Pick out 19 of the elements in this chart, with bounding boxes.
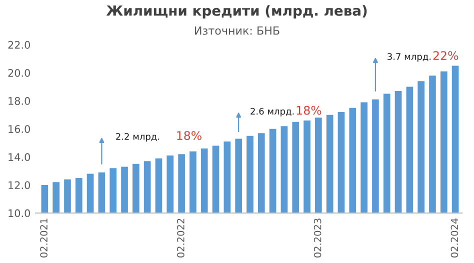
annotation: 2.6 млрд. xyxy=(250,108,294,116)
annotation: 22% xyxy=(433,51,458,60)
annotation: 18% xyxy=(296,106,322,115)
annotation: 2.2 млрд. xyxy=(116,133,160,142)
y-tick-label: 10.0 xyxy=(8,209,30,218)
y-tick-label: 20.0 xyxy=(8,68,30,77)
y-tick-label: 22.0 xyxy=(8,40,30,49)
y-tick-label: 16.0 xyxy=(8,125,30,133)
chart-subtitle: Източник: БНБ xyxy=(195,26,280,35)
annotation: 3.7 млрд. xyxy=(388,53,431,62)
x-tick-label: 02.2021 xyxy=(40,218,48,258)
y-tick-label: 18.0 xyxy=(8,97,30,105)
x-tick-label: 02.2022 xyxy=(177,218,184,258)
x-tick-label: 02.2023 xyxy=(314,218,322,258)
chart-title: Жилищни кредити (млрд. лева) xyxy=(106,5,367,19)
annotation: 18% xyxy=(177,131,202,140)
y-tick-label: 14.0 xyxy=(8,153,30,162)
x-tick-label: 02.2024 xyxy=(450,218,458,258)
y-tick-label: 12.0 xyxy=(8,181,30,190)
